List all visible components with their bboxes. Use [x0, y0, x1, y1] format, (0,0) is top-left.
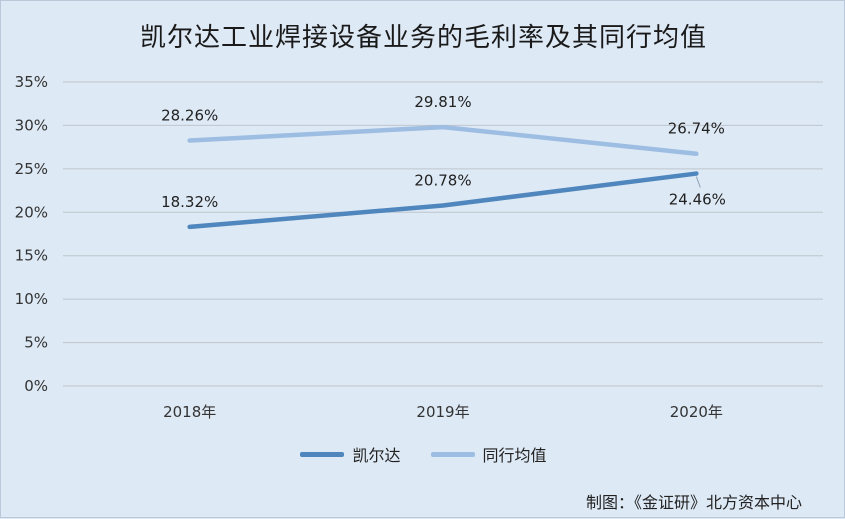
y-tick-label: 25%	[15, 160, 48, 178]
data-label: 26.74%	[668, 120, 725, 138]
x-tick-label: 2018年	[163, 403, 216, 421]
y-axis-ticks: 0% 5% 10% 15% 20% 25% 30% 35%	[15, 73, 48, 395]
data-labels: 18.32% 20.78% 24.46% 28.26% 29.81% 26.74%	[161, 93, 726, 211]
y-tick-label: 20%	[15, 203, 48, 221]
data-label-leader	[695, 176, 701, 188]
data-label: 28.26%	[161, 107, 218, 125]
legend-label-kaierda: 凯尔达	[352, 446, 401, 465]
legend-item-peer-average[interactable]: 同行均值	[430, 442, 547, 466]
gridlines	[63, 81, 823, 387]
series-lines	[187, 124, 699, 230]
legend-item-kaierda[interactable]: 凯尔达	[300, 442, 401, 466]
chart-title: 凯尔达工业焊接设备业务的毛利率及其同行均值	[139, 23, 707, 53]
x-tick-label: 2020年	[670, 403, 723, 421]
x-axis-ticks: 2018年 2019年 2020年	[163, 403, 723, 421]
data-label: 18.32%	[161, 193, 218, 211]
data-label: 20.78%	[414, 172, 471, 190]
data-label: 29.81%	[414, 93, 471, 111]
y-tick-label: 30%	[15, 116, 48, 134]
y-tick-label: 10%	[15, 290, 48, 308]
y-tick-label: 35%	[15, 73, 48, 91]
y-tick-label: 15%	[15, 247, 48, 265]
legend-label-peer-average: 同行均值	[482, 446, 547, 465]
legend-swatch-kaierda	[300, 451, 345, 457]
series-line-peer-average	[187, 124, 699, 156]
y-tick-label: 5%	[24, 334, 48, 352]
source-note: 制图：《金证研》北方资本中心	[585, 493, 802, 512]
series-line-kaierda	[187, 171, 699, 230]
legend: 凯尔达 同行均值	[1, 442, 845, 466]
y-tick-label: 0%	[24, 377, 48, 395]
legend-swatch-peer-average	[430, 451, 475, 457]
x-tick-label: 2019年	[416, 403, 469, 421]
data-label: 24.46%	[669, 191, 726, 209]
